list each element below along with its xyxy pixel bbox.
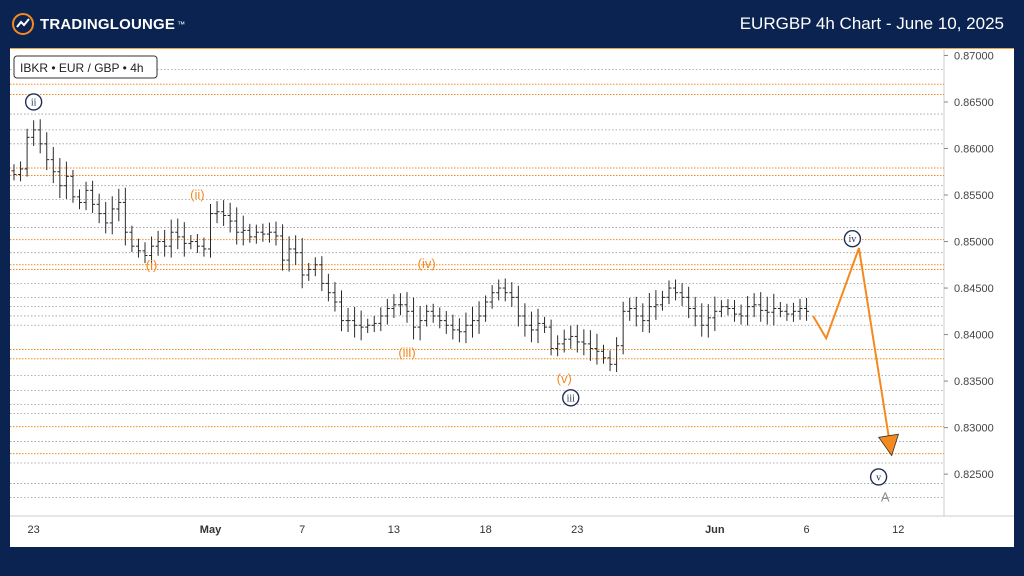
wave-label-orange: (ii) [190, 187, 204, 202]
wave-label-orange: (iii) [398, 345, 415, 360]
instrument-label-box [13, 55, 158, 79]
x-tick-label: 12 [892, 524, 904, 536]
x-tick-label: May [200, 524, 222, 536]
projection-arrow-head [878, 433, 900, 457]
y-tick-label: 0.85000 [954, 237, 994, 249]
wave-label-orange: (iv) [418, 256, 436, 271]
projection-path [812, 247, 893, 456]
x-tick-label: 13 [388, 524, 400, 536]
wave-label-gray: A [881, 489, 890, 504]
y-tick-label: 0.85500 [954, 190, 994, 202]
x-tick-label: 18 [479, 524, 491, 536]
brand-name-second: LOUNGE [109, 15, 176, 33]
wave-label-orange: (v) [557, 371, 572, 386]
y-tick-label: 0.87000 [954, 50, 994, 62]
x-tick-label: 7 [299, 524, 305, 536]
wave-label-circle-text: ii [31, 97, 37, 108]
y-tick-label: 0.84500 [954, 283, 994, 295]
x-tick-label: 6 [803, 524, 809, 536]
x-tick-label: 23 [28, 524, 40, 536]
wave-label-circle-text: v [876, 472, 881, 483]
y-tick-label: 0.86000 [954, 143, 994, 155]
wave-label-circle [562, 389, 580, 407]
brand-trademark: ™ [177, 19, 186, 29]
wave-label-circle-text: iii [567, 393, 576, 404]
y-tick-label: 0.83500 [954, 376, 994, 388]
chart-title: EURGBP 4h Chart - June 10, 2025 [739, 14, 1004, 33]
wave-label-circle [869, 468, 888, 486]
x-tick-label: 23 [571, 524, 583, 536]
wave-label-circle-text: iv [849, 234, 857, 245]
y-tick-label: 0.84000 [954, 330, 994, 342]
instrument-label: IBKR • EUR / GBP • 4h [20, 61, 144, 75]
header-bar: TRADING LOUNGE ™ EURGBP 4h Chart - June … [0, 0, 1024, 48]
wave-label-circle [843, 230, 862, 248]
y-tick-label: 0.82500 [954, 469, 994, 481]
brand-logo[interactable]: TRADING LOUNGE ™ [12, 13, 185, 35]
y-tick-label: 0.83000 [954, 423, 994, 435]
brand-name-main: TRADING [40, 15, 110, 33]
logo-icon [12, 13, 34, 35]
y-tick-label: 0.86500 [954, 97, 994, 109]
wave-label-orange: (i) [146, 258, 158, 273]
x-tick-label: Jun [705, 524, 725, 536]
wave-label-circle [24, 93, 43, 111]
